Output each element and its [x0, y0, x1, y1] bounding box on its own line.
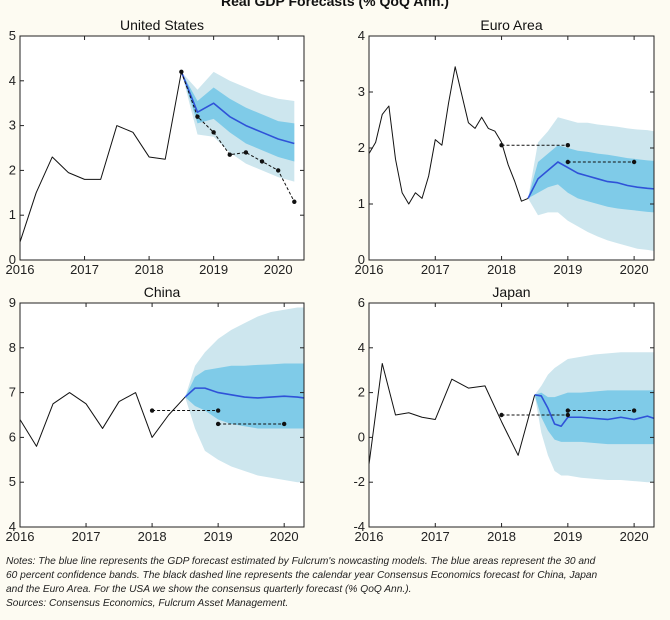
y-tick-label: 5 [9, 28, 16, 43]
y-tick-label: 9 [9, 295, 16, 310]
x-tick-label: 2020 [270, 529, 299, 544]
y-tick-label: 4 [9, 519, 16, 534]
x-tick-label: 2019 [204, 529, 233, 544]
y-tick-label: 0 [358, 252, 365, 267]
x-tick-label: 2018 [487, 262, 516, 277]
consensus-point [215, 421, 221, 427]
consensus-point [227, 152, 232, 157]
history-line [19, 71, 182, 243]
confidence-band-30 [181, 71, 295, 162]
x-tick-label: 2018 [135, 262, 164, 277]
x-tick-label: 2018 [138, 529, 167, 544]
forecast-line [180, 71, 295, 145]
consensus-point [243, 150, 249, 155]
consensus-point [631, 408, 637, 413]
x-tick-label: 2018 [487, 529, 516, 544]
sources-line: Sources: Consensus Economics, Fulcrum As… [6, 598, 289, 609]
consensus-point [281, 421, 287, 427]
consensus-point [565, 408, 571, 413]
consensus-point [149, 408, 155, 413]
plot-frame [19, 35, 305, 261]
x-tick-label: 2019 [199, 262, 228, 277]
x-tick-label: 2016 [6, 529, 35, 544]
y-tick-label: 8 [9, 340, 16, 355]
x-tick-label: 2019 [553, 262, 582, 277]
x-tick-label: 2016 [355, 262, 384, 277]
x-tick-label: 2016 [355, 529, 384, 544]
consensus-point [215, 408, 221, 413]
notes: Notes: The blue line represents the GDP … [6, 555, 666, 611]
y-tick-label: 3 [9, 118, 16, 133]
consensus-point [631, 159, 637, 165]
panel-title: Euro Area [480, 17, 542, 33]
y-tick-label: 6 [358, 295, 365, 310]
notes-line-2: 60 percent confidence bands. The black d… [6, 570, 598, 581]
confidence-band-30 [528, 145, 654, 213]
confidence-band-30 [185, 363, 304, 429]
consensus-line [180, 71, 295, 202]
x-tick-label: 2017 [72, 529, 101, 544]
consensus-point [499, 143, 504, 148]
consensus-point [565, 143, 571, 148]
history-line [368, 362, 536, 465]
consensus-point [565, 159, 571, 165]
notes-line-3: and the Euro Area. For the USA we show t… [6, 584, 412, 595]
history-line [19, 392, 186, 447]
consensus-point [275, 168, 281, 173]
confidence-band-30 [534, 390, 654, 445]
x-tick-label: 2017 [421, 529, 450, 544]
x-tick-label: 2020 [620, 529, 649, 544]
y-tick-label: 4 [9, 73, 16, 88]
y-tick-label: 6 [9, 429, 16, 444]
y-tick-label: 2 [9, 162, 16, 177]
x-tick-label: 2020 [620, 262, 649, 277]
forecast-line [527, 161, 655, 199]
y-tick-label: 7 [9, 385, 16, 400]
notes-line-1: Notes: The blue line represents the GDP … [6, 556, 596, 567]
panel-4: -4 -2 0 2 4 6 2016 2017 2018 2019 2020 Japan [353, 284, 655, 544]
y-tick-label: -4 [353, 519, 365, 534]
x-tick-label: 2017 [421, 262, 450, 277]
x-tick-label: 2017 [70, 262, 99, 277]
x-tick-label: 2016 [6, 262, 35, 277]
y-tick-label: 4 [358, 340, 365, 355]
y-tick-label: 1 [358, 196, 365, 211]
consensus-point [292, 199, 297, 204]
x-tick-label: 2020 [264, 262, 293, 277]
x-tick-label: 2019 [553, 529, 582, 544]
forecast-line [184, 387, 305, 399]
panel-1: 0 1 2 3 4 5 2016 2017 2018 2019 2020 United States [6, 17, 305, 277]
y-tick-label: 0 [9, 252, 16, 267]
figure-title: Real GDP Forecasts (% QoQ Ann.) [221, 0, 449, 9]
y-tick-label: 0 [358, 429, 365, 444]
forecast-line [534, 394, 655, 428]
consensus-point [211, 130, 216, 135]
history-line [368, 66, 529, 205]
y-tick-label: 3 [358, 84, 365, 99]
y-tick-label: 4 [358, 28, 365, 43]
consensus-point [195, 114, 200, 119]
panel-title: Japan [492, 284, 530, 300]
y-tick-label: 2 [358, 140, 365, 155]
consensus-point [565, 412, 571, 418]
panel-3: 4 5 6 7 8 9 2016 2017 2018 2019 2020 China [6, 284, 305, 544]
consensus-point [499, 412, 504, 418]
y-tick-label: 5 [9, 474, 16, 489]
panel-2: 0 1 2 3 4 2016 2017 2018 2019 2020 Euro Area [355, 17, 655, 277]
consensus-point [259, 159, 265, 164]
panel-title: United States [120, 17, 204, 33]
plot-frame [19, 302, 305, 528]
consensus-point [179, 69, 184, 75]
y-tick-label: 1 [9, 207, 16, 222]
y-tick-label: -2 [353, 474, 365, 489]
y-tick-label: 2 [358, 385, 365, 400]
panel-title: China [144, 284, 181, 300]
plot-frame [368, 302, 655, 528]
